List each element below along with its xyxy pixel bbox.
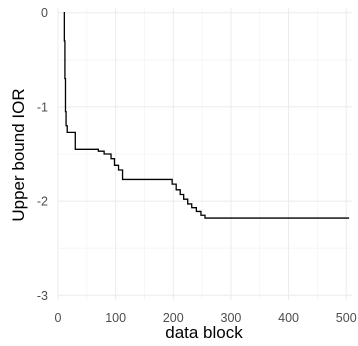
- x-axis-title: data block: [165, 323, 243, 342]
- x-tick-label: 100: [105, 311, 126, 325]
- y-axis-title: Upper bound IOR: [9, 88, 28, 221]
- y-tick-label: -1: [37, 100, 48, 114]
- y-tick-label: -3: [37, 289, 48, 303]
- grid: [57, 8, 352, 300]
- x-tick-label: 500: [336, 311, 357, 325]
- y-tick-labels: 0 -1 -2 -3: [37, 6, 48, 303]
- series-line: [63, 12, 350, 219]
- x-tick-label: 400: [278, 311, 299, 325]
- x-tick-labels: 0 100 200 300 400 500: [55, 311, 357, 325]
- x-tick-label: 0: [55, 311, 62, 325]
- x-tick-label: 300: [221, 311, 242, 325]
- x-tick-label: 200: [163, 311, 184, 325]
- y-tick-label: -2: [37, 195, 48, 209]
- y-tick-label: 0: [41, 6, 48, 20]
